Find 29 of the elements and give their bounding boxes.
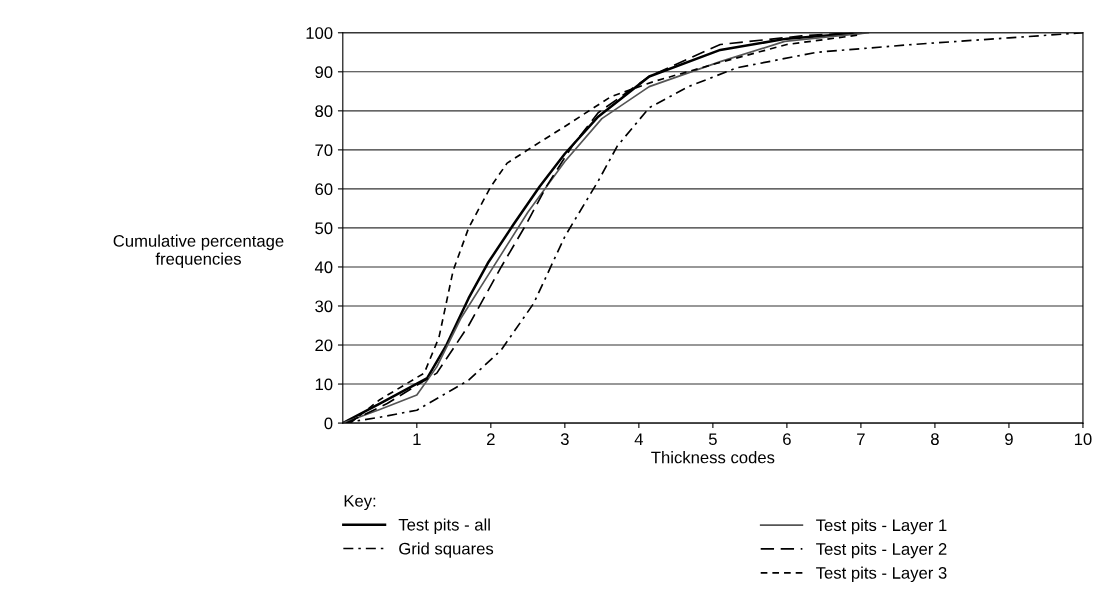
x-tick-label: 4: [634, 433, 644, 445]
x-tick-label: 5: [708, 433, 717, 446]
y-tick-label: 10: [315, 378, 333, 391]
y-tick-label: 70: [315, 144, 333, 157]
x-tick-label: 7: [857, 433, 865, 445]
x-tick-label: 3: [560, 433, 569, 446]
y-tick-label: 80: [315, 105, 333, 118]
legend-label: Test pits - Layer 2: [816, 542, 947, 559]
y-tick-label: 0: [324, 417, 333, 430]
y-tick-label: 20: [315, 339, 333, 352]
x-axis-title: Thickness codes: [651, 451, 775, 464]
x-tick-label: 6: [783, 433, 791, 446]
legend-title: Key:: [344, 495, 376, 511]
y-tick-label: 60: [315, 183, 333, 196]
x-tick-label: 8: [931, 433, 939, 446]
x-tick-label: 2: [487, 433, 495, 445]
y-tick-label: 30: [315, 300, 333, 313]
y-tick-label: 40: [314, 261, 333, 274]
y-axis-title: Cumulative percentage frequencies: [113, 234, 284, 269]
legend-label: Test pits - Layer 3: [816, 566, 947, 583]
legend-label: Test pits - Layer 1: [816, 518, 947, 535]
legend-label: Grid squares: [399, 542, 494, 558]
y-tick-label: 100: [306, 27, 333, 39]
x-tick-label: 10: [1074, 433, 1092, 446]
y-tick-label: 90: [315, 66, 333, 79]
x-tick-label: 1: [413, 433, 421, 445]
x-tick-label: 9: [1005, 433, 1013, 446]
y-tick-label: 50: [315, 222, 333, 235]
legend-label: Test pits - all: [398, 518, 490, 534]
